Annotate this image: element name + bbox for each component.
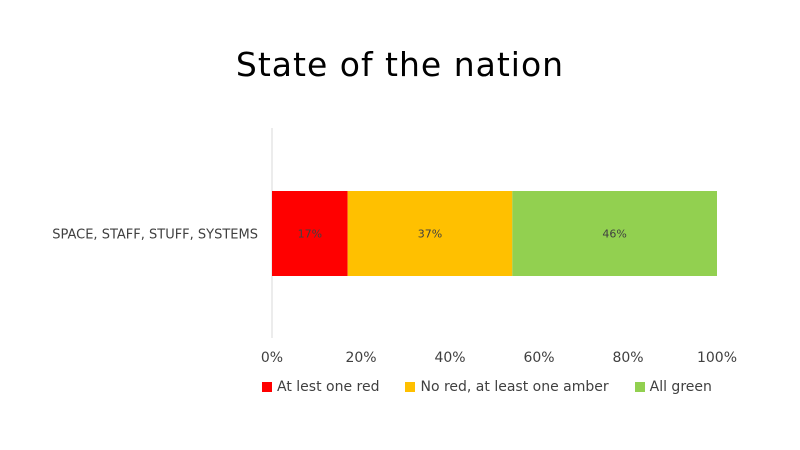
legend-label: All green (649, 379, 712, 395)
bar-segment (512, 191, 717, 276)
data-label: 37% (418, 228, 442, 241)
bar-segment (272, 191, 348, 276)
category-label: SPACE, STAFF, STUFF, SYSTEMS (52, 228, 258, 243)
x-tick-label: 20% (345, 350, 376, 366)
chart-legend: At lest one red No red, at least one ambe… (262, 379, 738, 395)
bar-segment (347, 191, 513, 276)
data-label: 17% (298, 228, 322, 241)
legend-label: No red, at least one amber (420, 379, 609, 395)
legend-item: All green (634, 379, 712, 395)
x-tick-label: 60% (523, 350, 554, 366)
legend-item: At lest one red (262, 379, 379, 395)
x-tick-label: 80% (612, 350, 643, 366)
data-label: 46% (602, 228, 626, 241)
x-tick-label: 100% (697, 350, 737, 366)
legend-swatch (262, 382, 272, 392)
chart-title: State of the nation (235, 45, 565, 84)
legend-item: No red, at least one amber (405, 379, 609, 395)
x-tick-label: 40% (434, 350, 465, 366)
x-tick-label: 0% (261, 350, 283, 366)
legend-swatch (634, 382, 645, 392)
legend-label: At lest one red (277, 379, 380, 395)
legend-swatch (405, 382, 416, 392)
